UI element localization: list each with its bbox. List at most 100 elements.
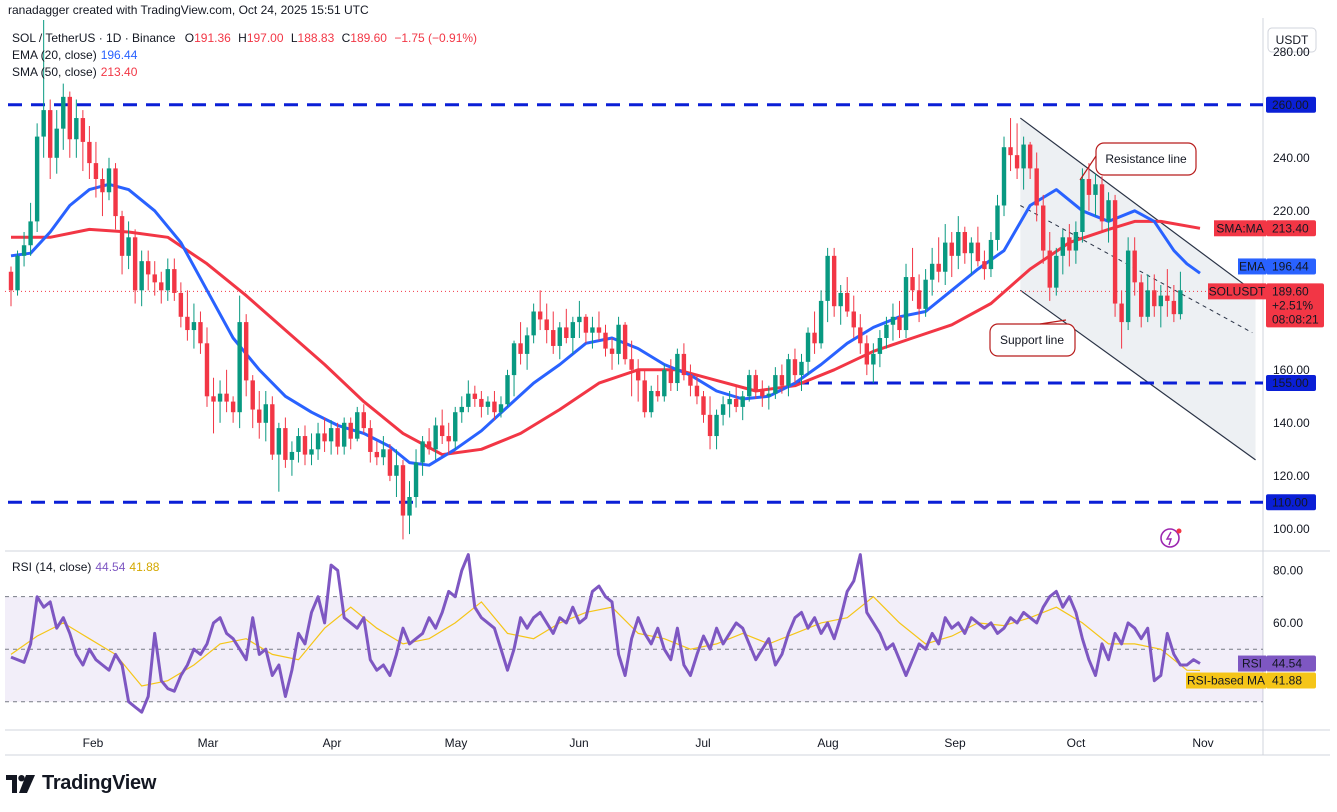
candle-body	[1139, 282, 1144, 317]
candle-body	[864, 343, 870, 365]
rsi-badge-value-bg	[1266, 655, 1316, 672]
candle	[694, 375, 700, 405]
candle	[792, 348, 798, 384]
candle	[642, 369, 647, 418]
candle	[583, 314, 589, 344]
ema-legend[interactable]: EMA (20, close) 196.44	[12, 48, 137, 62]
sma-badge-value-bg	[1266, 220, 1316, 237]
candle	[1145, 274, 1150, 323]
candle-body	[368, 428, 373, 452]
sma-badge-label: SMA:MA	[1216, 221, 1263, 235]
symbol-countdown: 08:08:21	[1272, 312, 1319, 326]
candle	[845, 277, 850, 317]
candle-body	[1119, 303, 1124, 323]
candle-body	[1093, 184, 1098, 195]
candle-body	[792, 359, 798, 376]
candle	[283, 417, 288, 468]
low-value: 188.83	[297, 31, 335, 45]
candle-body	[747, 375, 752, 397]
candle-body	[230, 401, 236, 413]
candle	[54, 110, 59, 174]
ema-badge-value-bg	[1266, 258, 1316, 275]
candle	[897, 300, 902, 338]
candle-body	[328, 428, 334, 442]
rsi-badge-value: 44.54	[1272, 657, 1302, 671]
candle	[720, 396, 726, 426]
candle-body	[113, 168, 118, 217]
high-label: H	[238, 31, 247, 45]
symbol-legend[interactable]: SOL / TetherUS · 1D · Binance O191.36 H1…	[12, 31, 477, 45]
low-label: L	[290, 31, 298, 45]
symbol-price: 189.60	[1272, 284, 1309, 298]
candle	[622, 322, 628, 365]
candle	[172, 258, 177, 301]
candle	[289, 441, 295, 476]
candle-body	[466, 393, 471, 407]
candle-body	[603, 332, 608, 349]
candle	[1001, 136, 1007, 217]
candle-body	[662, 369, 667, 397]
candle-body	[936, 263, 941, 272]
candle-body	[198, 322, 203, 344]
candle	[786, 353, 791, 397]
candle-body	[276, 428, 282, 455]
candle	[250, 375, 255, 429]
candle	[1008, 118, 1013, 172]
candle	[413, 449, 419, 508]
candle	[74, 99, 79, 158]
candle-body	[616, 324, 621, 354]
candle-body	[655, 391, 660, 397]
candle	[224, 369, 229, 413]
candle-body	[355, 412, 360, 439]
candle	[524, 327, 530, 370]
candle	[923, 269, 928, 317]
candle	[779, 364, 785, 394]
candle-body	[1034, 168, 1039, 206]
candle	[355, 406, 360, 442]
level-155-badge: 155.00	[1266, 375, 1316, 392]
price-tick-label: 160.00	[1273, 363, 1310, 377]
tradingview-logo[interactable]: TradingView	[6, 772, 156, 795]
candle-body	[420, 441, 425, 463]
candle	[505, 369, 510, 407]
candle-body	[1171, 300, 1177, 315]
rsi-legend[interactable]: RSI (14, close) 44.54 41.88	[12, 560, 159, 574]
sma-legend[interactable]: SMA (50, close) 213.40	[12, 65, 137, 79]
candle	[459, 396, 464, 423]
candle	[178, 282, 184, 328]
candle	[492, 391, 497, 421]
candle	[760, 380, 765, 407]
alert-bolt-icon	[1165, 531, 1172, 546]
candle	[113, 163, 118, 230]
candle	[858, 314, 863, 354]
candle-body	[694, 385, 700, 397]
candle	[1067, 224, 1072, 267]
candle	[498, 396, 504, 418]
candle-body	[858, 327, 863, 344]
sma-legend-label: SMA (50, close)	[12, 65, 97, 79]
time-axis-label-oct: Oct	[1067, 736, 1086, 750]
candle-body	[962, 232, 968, 254]
candle	[126, 221, 131, 270]
candle	[655, 375, 660, 402]
candle	[531, 303, 536, 344]
candle-body	[243, 322, 249, 381]
candle	[257, 391, 262, 439]
candle	[191, 303, 197, 349]
candle	[570, 316, 576, 354]
candle	[315, 422, 321, 460]
candle-body	[185, 316, 190, 331]
candle-body	[733, 398, 739, 407]
candle	[714, 409, 719, 450]
candle-body	[1014, 155, 1020, 169]
resistance-annotation-box	[1095, 142, 1197, 176]
candle-body	[635, 369, 641, 381]
candle-body	[577, 316, 582, 323]
candle-body	[903, 277, 909, 331]
candle-body	[923, 279, 928, 309]
close-value: 189.60	[350, 31, 387, 45]
candle-body	[479, 398, 484, 407]
candle-body	[47, 110, 53, 158]
candle-body	[472, 393, 478, 399]
